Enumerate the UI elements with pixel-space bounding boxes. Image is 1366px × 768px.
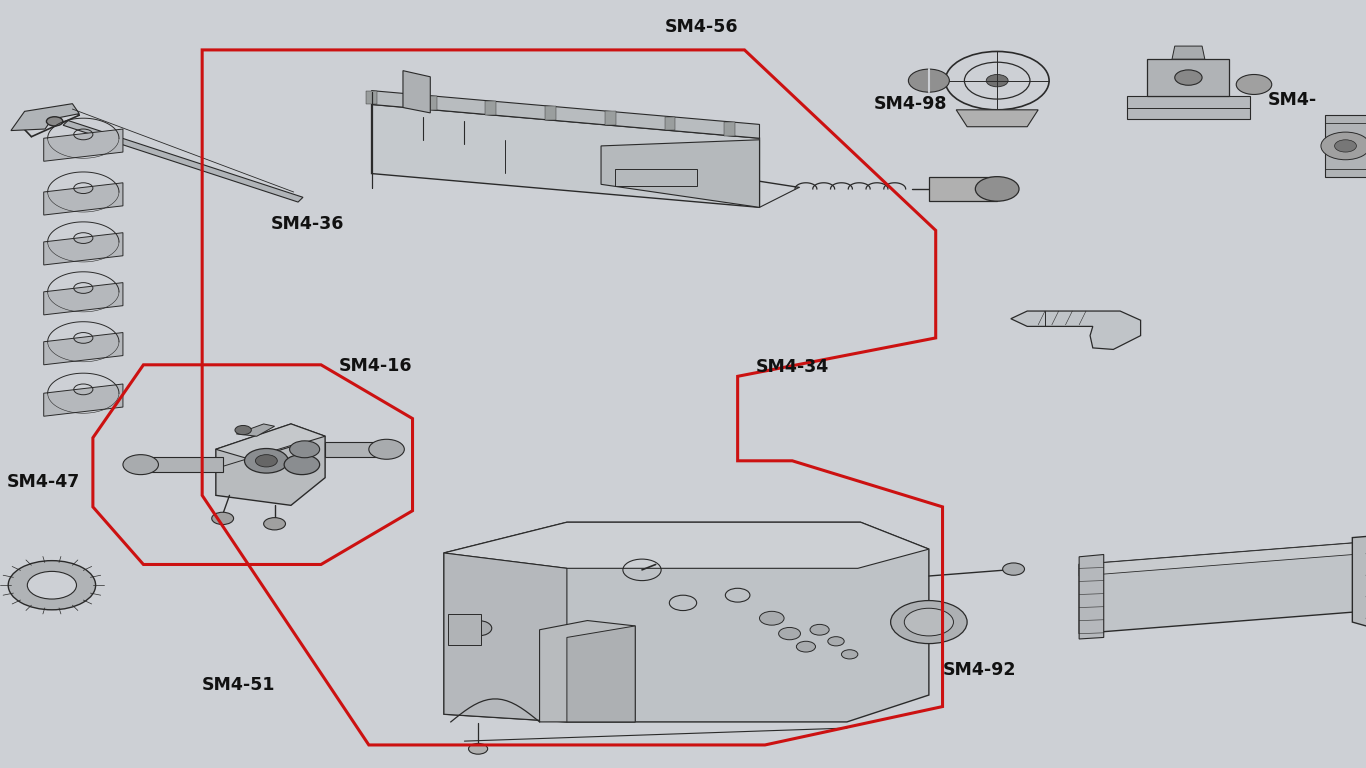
Polygon shape — [44, 183, 123, 215]
Polygon shape — [403, 71, 430, 113]
Circle shape — [464, 621, 492, 636]
Polygon shape — [44, 384, 123, 416]
Circle shape — [284, 455, 320, 475]
Polygon shape — [444, 522, 929, 722]
Circle shape — [1321, 132, 1366, 160]
Circle shape — [123, 455, 158, 475]
Text: SM4-: SM4- — [1268, 91, 1317, 109]
Polygon shape — [426, 96, 437, 110]
Circle shape — [369, 439, 404, 459]
Polygon shape — [1079, 541, 1366, 634]
Text: SM4-16: SM4-16 — [339, 357, 413, 376]
Circle shape — [1335, 140, 1356, 152]
Polygon shape — [44, 129, 123, 161]
Polygon shape — [605, 111, 616, 125]
Polygon shape — [724, 122, 735, 136]
Bar — [615, 169, 697, 186]
Polygon shape — [325, 442, 387, 457]
Polygon shape — [141, 457, 223, 472]
Text: SM4-47: SM4-47 — [7, 473, 81, 492]
Polygon shape — [372, 104, 759, 207]
Polygon shape — [1127, 96, 1250, 119]
Polygon shape — [1079, 541, 1366, 576]
Polygon shape — [485, 101, 496, 115]
Circle shape — [1236, 74, 1272, 94]
Polygon shape — [216, 424, 325, 505]
Polygon shape — [236, 424, 275, 436]
Circle shape — [796, 641, 816, 652]
Polygon shape — [601, 140, 759, 207]
Polygon shape — [1325, 115, 1366, 177]
Text: SM4-36: SM4-36 — [270, 215, 344, 233]
Circle shape — [891, 601, 967, 644]
Polygon shape — [366, 91, 377, 104]
Circle shape — [46, 117, 63, 126]
Circle shape — [212, 512, 234, 525]
Text: SM4-51: SM4-51 — [202, 676, 276, 694]
Circle shape — [1175, 70, 1202, 85]
Polygon shape — [44, 283, 123, 315]
Circle shape — [779, 627, 800, 640]
Polygon shape — [567, 626, 635, 722]
Text: SM4-56: SM4-56 — [665, 18, 739, 36]
Circle shape — [975, 177, 1019, 201]
Polygon shape — [44, 333, 123, 365]
Circle shape — [986, 74, 1008, 87]
Polygon shape — [372, 91, 759, 138]
Polygon shape — [444, 553, 567, 722]
Polygon shape — [44, 233, 123, 265]
Circle shape — [255, 455, 277, 467]
Polygon shape — [63, 121, 303, 202]
Polygon shape — [956, 110, 1038, 127]
Polygon shape — [1011, 311, 1141, 349]
Polygon shape — [1352, 530, 1366, 641]
Text: SM4-34: SM4-34 — [755, 358, 829, 376]
Text: SM4-98: SM4-98 — [874, 94, 948, 113]
Circle shape — [908, 69, 949, 92]
Circle shape — [904, 608, 953, 636]
Circle shape — [1003, 563, 1024, 575]
Polygon shape — [11, 104, 79, 131]
Polygon shape — [545, 106, 556, 120]
Circle shape — [235, 425, 251, 435]
Circle shape — [290, 441, 320, 458]
Polygon shape — [540, 621, 635, 722]
Circle shape — [27, 571, 76, 599]
Circle shape — [469, 743, 488, 754]
Circle shape — [810, 624, 829, 635]
Text: SM4-92: SM4-92 — [943, 660, 1016, 679]
Circle shape — [828, 637, 844, 646]
Polygon shape — [216, 424, 325, 459]
Polygon shape — [664, 117, 675, 131]
Circle shape — [841, 650, 858, 659]
Circle shape — [245, 449, 288, 473]
Circle shape — [759, 611, 784, 625]
Polygon shape — [448, 614, 481, 645]
Polygon shape — [1147, 59, 1229, 96]
Polygon shape — [929, 177, 997, 201]
Polygon shape — [444, 522, 929, 568]
Circle shape — [8, 561, 96, 610]
Polygon shape — [1079, 554, 1104, 639]
Polygon shape — [1172, 46, 1205, 59]
Circle shape — [264, 518, 285, 530]
